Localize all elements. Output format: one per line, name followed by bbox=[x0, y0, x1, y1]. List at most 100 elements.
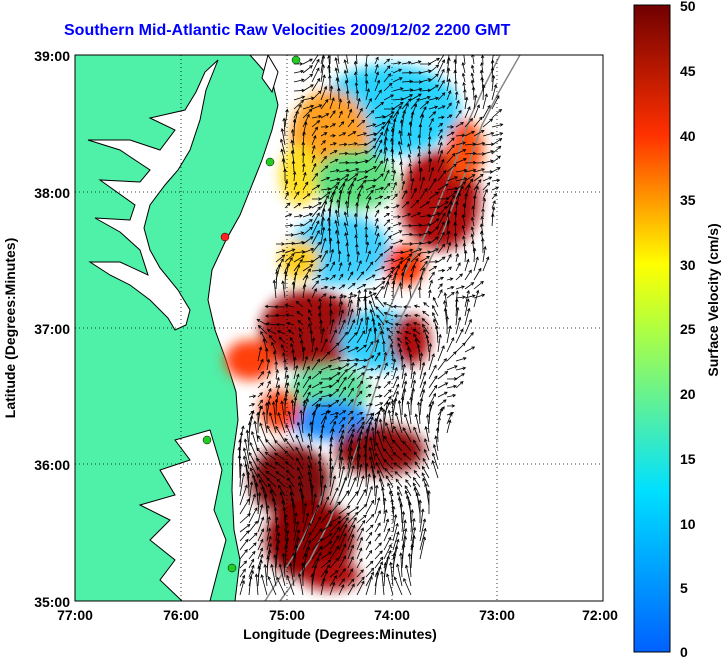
velocity-arrowhead bbox=[390, 111, 395, 115]
velocity-arrowhead bbox=[350, 544, 355, 549]
velocity-arrowhead bbox=[295, 191, 300, 196]
velocity-arrowhead bbox=[276, 384, 281, 389]
velocity-arrowhead bbox=[281, 242, 285, 246]
velocity-arrowhead bbox=[459, 381, 464, 385]
velocity-arrow bbox=[248, 559, 254, 569]
velocity-arrow bbox=[428, 248, 439, 254]
velocity-arrowhead bbox=[360, 416, 365, 421]
velocity-arrowhead bbox=[428, 126, 433, 131]
velocity-arrow bbox=[356, 180, 366, 191]
velocity-arrowhead bbox=[403, 189, 407, 194]
velocity-arrow bbox=[402, 427, 412, 443]
velocity-arrow bbox=[347, 271, 354, 281]
velocity-arrow bbox=[365, 328, 372, 344]
velocity-arrowhead bbox=[355, 346, 360, 350]
velocity-arrowhead bbox=[368, 549, 373, 554]
velocity-arrowhead bbox=[384, 136, 388, 141]
velocity-arrow bbox=[383, 226, 391, 236]
velocity-arrowhead bbox=[433, 384, 438, 389]
velocity-arrowhead bbox=[376, 430, 380, 434]
velocity-arrow bbox=[310, 330, 313, 344]
velocity-arrowhead bbox=[300, 78, 305, 82]
velocity-arrow bbox=[437, 283, 443, 290]
velocity-arrow bbox=[437, 391, 448, 398]
velocity-arrowhead bbox=[375, 306, 379, 310]
velocity-arrow bbox=[437, 399, 447, 407]
velocity-arrowhead bbox=[454, 377, 458, 381]
velocity-arrowhead bbox=[477, 178, 482, 183]
velocity-arrowhead bbox=[301, 141, 306, 146]
velocity-arrowhead bbox=[266, 555, 270, 560]
velocity-arrowhead bbox=[378, 322, 382, 327]
velocity-arrowhead bbox=[422, 371, 427, 376]
velocity-arrowhead bbox=[278, 336, 283, 341]
velocity-arrow bbox=[311, 275, 321, 281]
velocity-arrowhead bbox=[379, 561, 383, 565]
velocity-arrow bbox=[455, 201, 458, 218]
chesapeake-bay bbox=[87, 59, 219, 331]
velocity-arrowhead bbox=[447, 78, 451, 83]
velocity-arrowhead bbox=[304, 553, 308, 557]
velocity-arrowhead bbox=[387, 409, 392, 414]
velocity-arrow bbox=[311, 90, 322, 101]
velocity-arrow bbox=[446, 325, 451, 344]
velocity-arrow bbox=[329, 570, 339, 578]
velocity-arrow bbox=[329, 123, 336, 128]
velocity-arrowhead bbox=[398, 68, 403, 72]
velocity-arrowhead bbox=[479, 69, 484, 74]
velocity-arrow bbox=[329, 182, 340, 191]
velocity-arrowhead bbox=[425, 334, 430, 339]
velocity-arrowhead bbox=[376, 376, 381, 380]
velocity-arrow bbox=[405, 341, 412, 353]
velocity-arrow bbox=[257, 346, 262, 362]
velocity-arrowhead bbox=[470, 226, 475, 231]
velocity-arrow bbox=[311, 337, 315, 353]
velocity-arrow bbox=[455, 253, 459, 263]
velocity-arrowhead bbox=[266, 425, 270, 429]
velocity-arrow bbox=[419, 251, 431, 254]
velocity-arrow bbox=[338, 294, 343, 308]
velocity-arrowhead bbox=[263, 563, 268, 568]
velocity-arrowhead bbox=[380, 285, 384, 290]
colorbar: 50 45 40 35 30 25 20 15 10 5 0 Surface V… bbox=[633, 0, 721, 659]
velocity-arrow bbox=[347, 262, 351, 272]
velocity-arrowhead bbox=[388, 389, 392, 393]
velocity-arrowhead bbox=[383, 458, 388, 463]
velocity-arrowhead bbox=[257, 565, 261, 570]
velocity-arrowhead bbox=[265, 402, 269, 406]
velocity-arrowhead bbox=[472, 142, 477, 146]
velocity-arrowhead bbox=[361, 372, 365, 376]
velocity-arrowhead bbox=[395, 375, 399, 380]
velocity-arrowhead bbox=[282, 352, 286, 356]
velocity-arrowhead bbox=[322, 293, 327, 297]
velocity-arrowhead bbox=[419, 352, 424, 356]
velocity-arrowhead bbox=[288, 562, 293, 567]
velocity-arrow bbox=[403, 453, 412, 461]
velocity-arrowhead bbox=[368, 327, 372, 332]
velocity-arrow bbox=[372, 318, 376, 335]
velocity-arrow bbox=[455, 262, 461, 272]
velocity-arrow bbox=[372, 427, 376, 452]
velocity-arrowhead bbox=[475, 256, 479, 261]
velocity-arrowhead bbox=[443, 358, 447, 362]
velocity-arrowhead bbox=[417, 159, 422, 164]
velocity-arrow bbox=[473, 248, 476, 263]
velocity-arrowhead bbox=[397, 61, 402, 65]
velocity-arrow bbox=[374, 556, 384, 569]
velocity-arrowhead bbox=[280, 344, 285, 348]
velocity-arrowhead bbox=[342, 397, 347, 402]
velocity-arrowhead bbox=[414, 413, 419, 418]
velocity-arrow bbox=[302, 219, 313, 227]
velocity-arrow bbox=[329, 575, 337, 587]
velocity-arrowhead bbox=[342, 416, 346, 421]
velocity-arrow bbox=[257, 528, 264, 542]
velocity-arrowhead bbox=[260, 574, 264, 578]
velocity-arrow bbox=[239, 575, 245, 587]
velocity-arrowhead bbox=[275, 516, 279, 521]
velocity-arrow bbox=[400, 553, 403, 578]
velocity-arrowhead bbox=[370, 464, 374, 469]
velocity-arrow bbox=[347, 578, 355, 587]
velocity-arrowhead bbox=[375, 452, 379, 457]
velocity-arrowhead bbox=[418, 87, 423, 92]
velocity-arrow bbox=[444, 300, 448, 317]
